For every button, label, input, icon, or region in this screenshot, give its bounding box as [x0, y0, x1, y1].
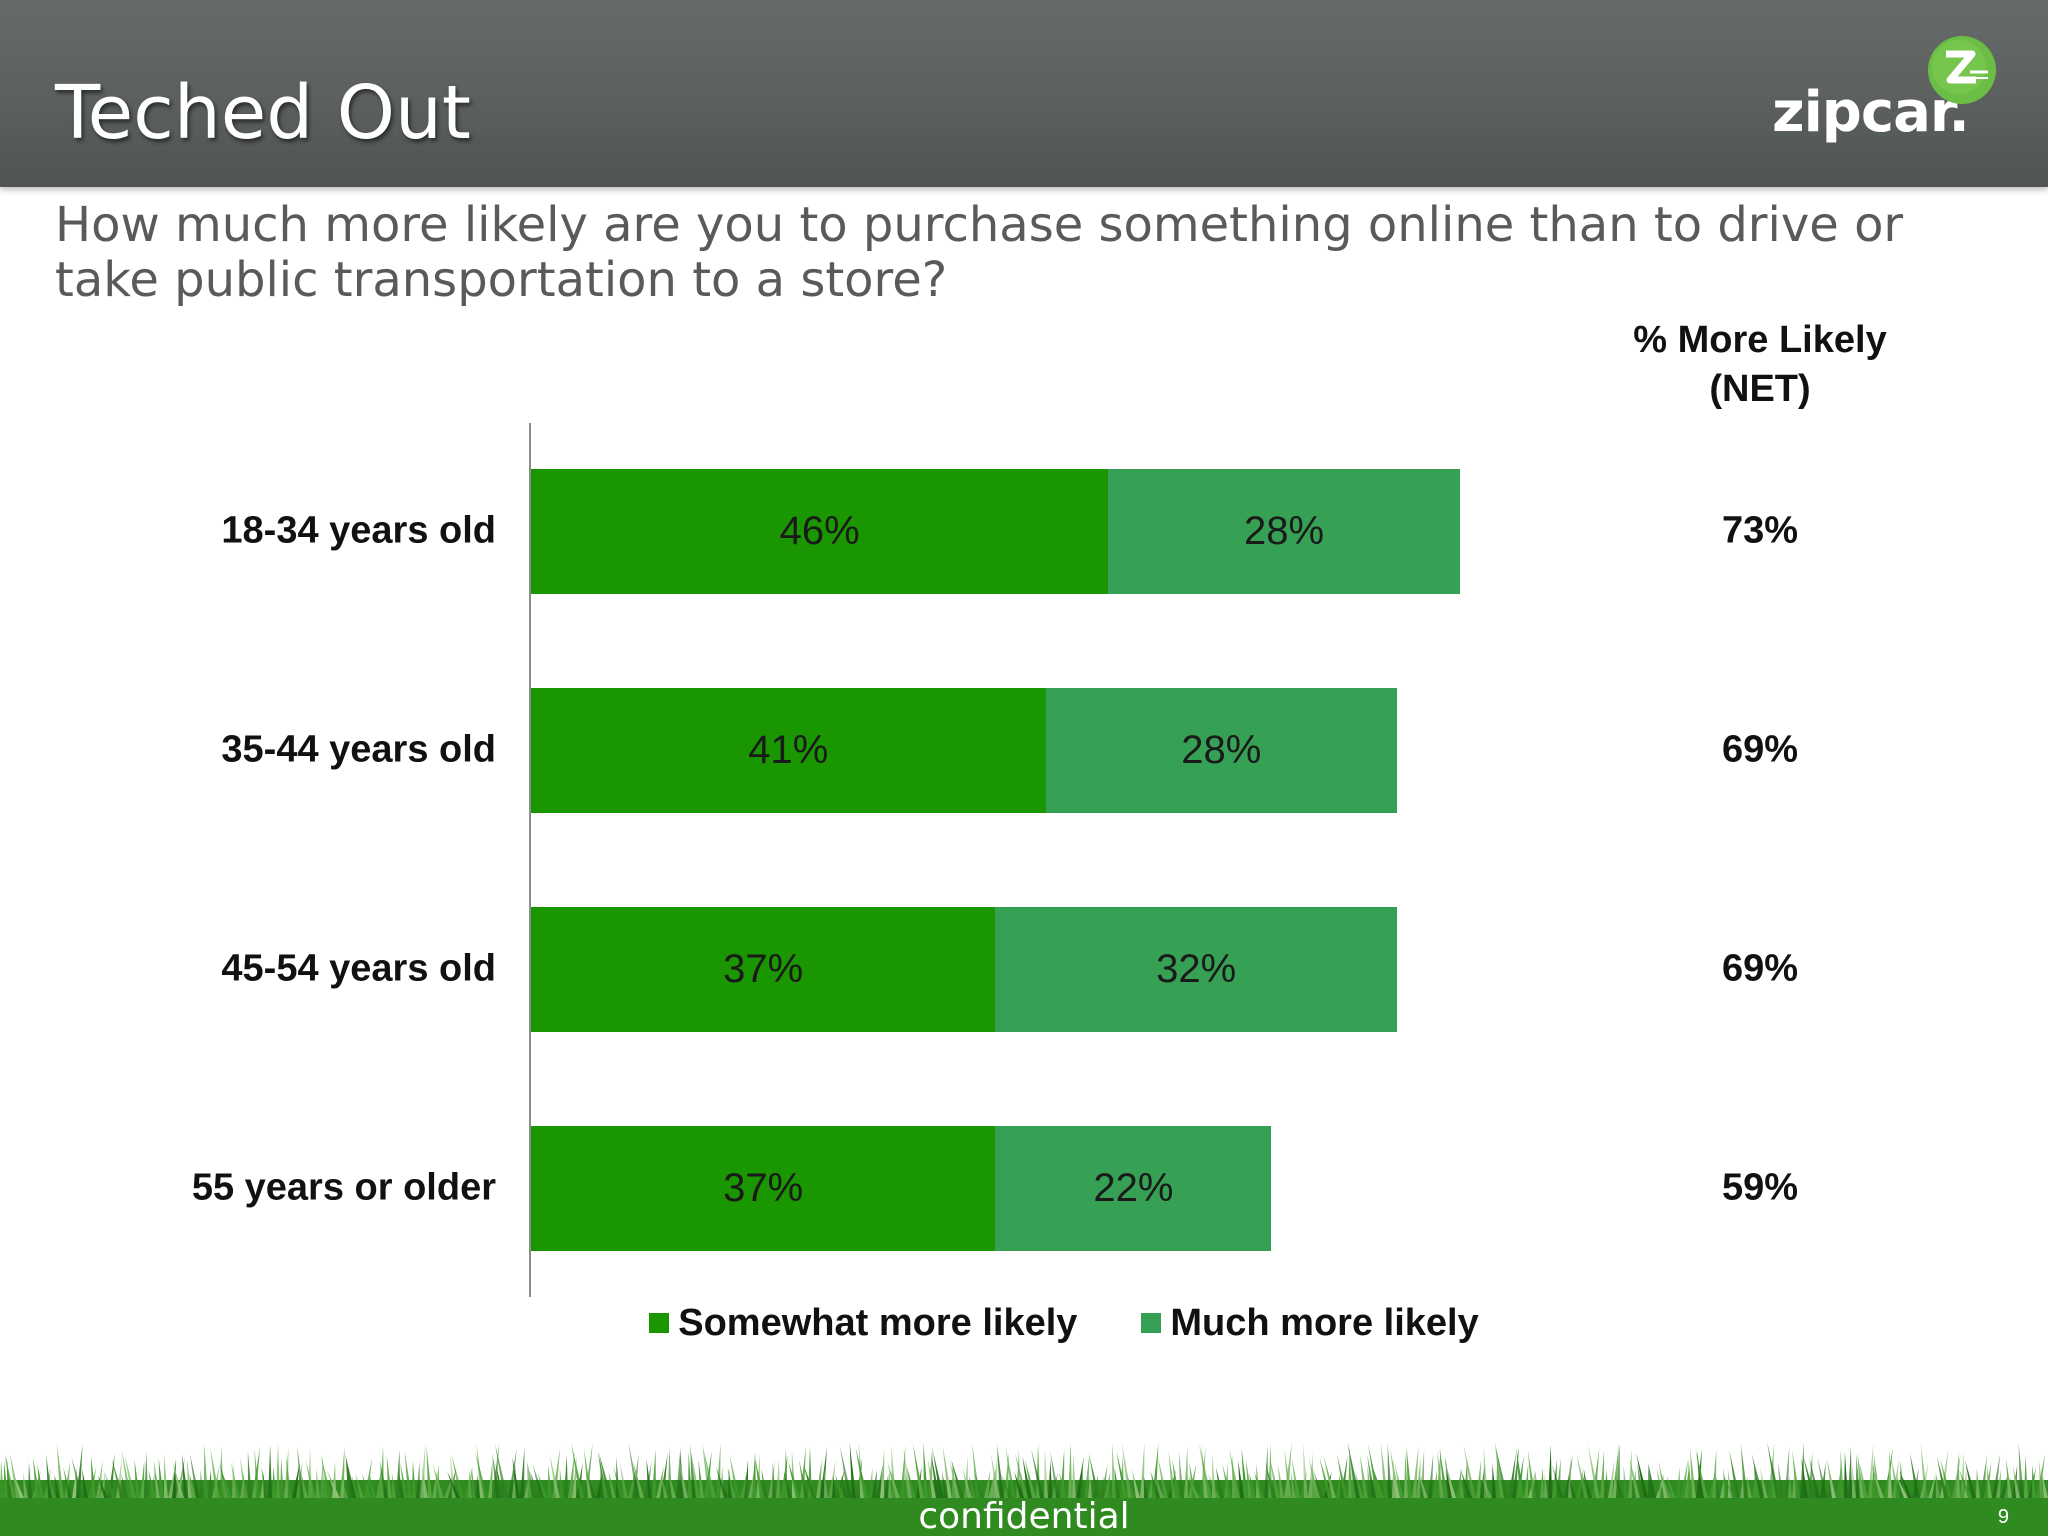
title-bar: Teched Out zipcar. — [0, 0, 2048, 187]
bar-segment-much: 28% — [1108, 468, 1460, 594]
bar-segment-somewhat: 46% — [531, 468, 1109, 594]
category-label: 45-54 years old — [221, 947, 496, 990]
bar-segment-somewhat: 37% — [531, 906, 996, 1032]
bar-segment-somewhat: 37% — [531, 1125, 996, 1251]
category-label: 18-34 years old — [221, 509, 496, 552]
category-label: 55 years or older — [191, 1166, 496, 1209]
legend-swatch-much — [1141, 1313, 1162, 1333]
chart-legend: Somewhat more likely Much more likely — [0, 1298, 2048, 1348]
bar-segment-much: 32% — [995, 906, 1397, 1032]
net-column-header: % More Likely (NET) — [1580, 316, 1940, 414]
bar-data-label: 46% — [779, 508, 860, 553]
bar-segment-much: 28% — [1045, 687, 1397, 813]
bar-data-label: 32% — [1156, 946, 1237, 991]
net-header-line-1: % More Likely — [1633, 319, 1887, 361]
bar-data-label: 28% — [1181, 727, 1262, 772]
bar-data-label: 37% — [723, 946, 804, 991]
net-value: 73% — [1721, 509, 1799, 552]
slide-title: Teched Out — [55, 70, 471, 156]
net-header-line-2: (NET) — [1709, 368, 1811, 410]
bar-segment-somewhat: 41% — [531, 687, 1046, 813]
page-number: 9 — [1997, 1506, 2009, 1528]
legend-label-somewhat: Somewhat more likely — [678, 1301, 1078, 1344]
legend-swatch-somewhat — [649, 1313, 670, 1333]
net-value: 69% — [1721, 728, 1799, 771]
category-label: 35-44 years old — [221, 728, 496, 771]
legend-item-much: Much more likely — [1141, 1301, 1479, 1345]
legend-item-somewhat: Somewhat more likely — [649, 1302, 1077, 1345]
footer-confidential: confidential — [918, 1496, 1130, 1537]
net-value: 59% — [1721, 1166, 1799, 1209]
bar-data-label: 22% — [1093, 1165, 1174, 1210]
legend-label-much: Much more likely — [1170, 1301, 1479, 1344]
bar-segment-much: 22% — [995, 1125, 1272, 1251]
bar-data-label: 37% — [723, 1165, 804, 1210]
bar-data-label: 41% — [748, 727, 829, 772]
bar-data-label: 28% — [1243, 508, 1325, 553]
zipcar-logo-icon — [1928, 36, 1996, 104]
survey-question: How much more likely are you to purchase… — [55, 197, 1904, 308]
category-axis-line — [529, 423, 531, 1297]
grass-footer-band — [0, 1442, 2048, 1536]
net-value: 69% — [1721, 947, 1799, 990]
